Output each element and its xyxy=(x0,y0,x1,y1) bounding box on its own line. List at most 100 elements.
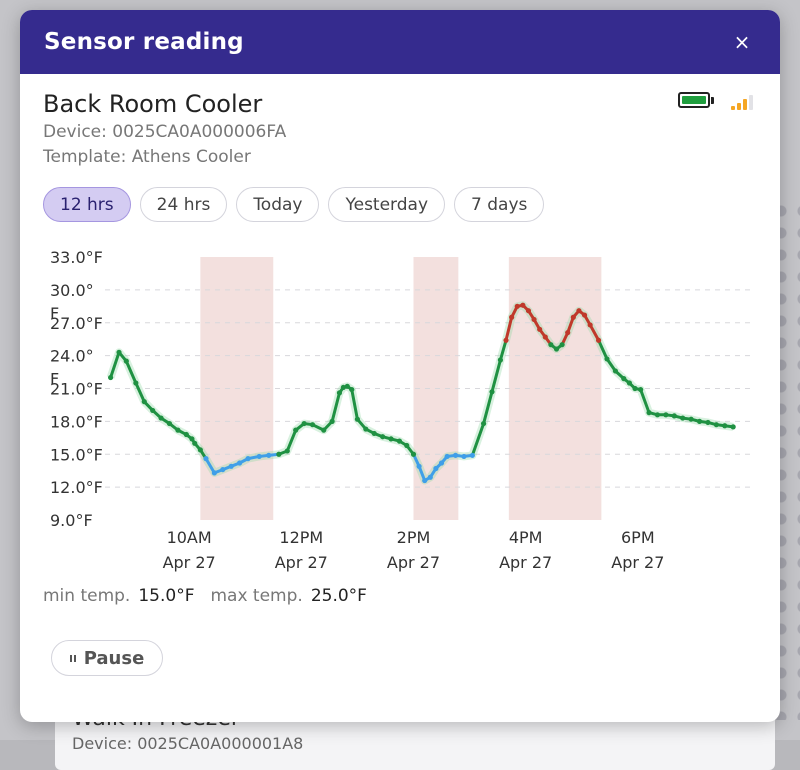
data-point xyxy=(192,440,198,446)
data-point xyxy=(480,420,487,427)
max-temp-label: max temp. xyxy=(210,586,303,606)
data-point xyxy=(284,448,290,454)
tab-12-hrs[interactable]: 12 hrs xyxy=(43,187,131,222)
sensor-reading-modal: Sensor reading × Back Room Cooler Device… xyxy=(20,10,780,722)
data-point xyxy=(189,436,195,442)
tab-7-days[interactable]: 7 days xyxy=(454,187,545,222)
data-point xyxy=(576,308,582,314)
y-tick-label: 30.0° F xyxy=(50,281,94,323)
battery-tip xyxy=(711,97,714,104)
data-point xyxy=(730,424,736,430)
data-point xyxy=(380,434,386,440)
data-point xyxy=(309,422,316,428)
series-segment xyxy=(470,422,486,457)
min-temp-label: min temp. xyxy=(43,586,131,606)
data-point xyxy=(612,368,618,374)
series-segment xyxy=(498,338,508,362)
data-point xyxy=(197,447,203,453)
data-point xyxy=(433,465,439,472)
data-point xyxy=(713,422,719,428)
y-tick-label: 33.0°F xyxy=(50,248,103,267)
data-point xyxy=(211,470,217,476)
data-point xyxy=(166,420,173,427)
y-tick-label: 24.0° F xyxy=(50,347,94,389)
data-point xyxy=(542,334,548,340)
data-point xyxy=(525,308,532,314)
data-point xyxy=(329,418,335,424)
data-point xyxy=(604,356,610,362)
tab-yesterday[interactable]: Yesterday xyxy=(328,187,446,222)
data-point xyxy=(183,431,189,438)
modal-header: Sensor reading × xyxy=(20,10,780,74)
time-range-tabs: 12 hrs 24 hrs Today Yesterday 7 days xyxy=(43,187,545,222)
data-point xyxy=(245,456,251,462)
data-point xyxy=(237,460,243,466)
data-point xyxy=(452,452,459,458)
series-segment xyxy=(490,358,502,394)
data-point xyxy=(570,314,576,320)
data-point xyxy=(444,453,450,460)
background-card-subtitle: Device: 0025CA0A000001A8 xyxy=(72,734,304,753)
series-segment xyxy=(124,359,138,385)
data-point xyxy=(654,412,661,418)
data-point xyxy=(349,386,355,393)
data-point xyxy=(638,386,644,393)
data-point xyxy=(150,407,156,414)
series-segment xyxy=(597,338,609,361)
series-segment xyxy=(504,315,514,342)
data-point xyxy=(514,303,520,309)
data-point xyxy=(363,426,369,432)
series-segment xyxy=(109,350,121,380)
data-point xyxy=(581,312,588,318)
device-template: Template: Athens Cooler xyxy=(43,147,251,167)
y-tick-label: 9.0°F xyxy=(50,511,93,530)
data-point xyxy=(520,302,526,308)
series-segment xyxy=(350,388,359,421)
pause-button[interactable]: Pause xyxy=(51,640,163,676)
data-point xyxy=(228,463,234,469)
data-point xyxy=(388,436,394,442)
max-temp-value: 25.0°F xyxy=(310,586,367,606)
pause-button-label: Pause xyxy=(83,647,145,669)
data-point xyxy=(340,384,346,391)
tab-today[interactable]: Today xyxy=(236,187,320,222)
data-point xyxy=(203,456,209,462)
data-point xyxy=(354,416,360,422)
data-point xyxy=(141,399,147,405)
data-point xyxy=(565,330,571,336)
x-tick-label: 2PM Apr 27 xyxy=(387,528,440,572)
data-point xyxy=(404,442,410,449)
data-point xyxy=(410,451,417,457)
data-point xyxy=(438,460,445,466)
data-point xyxy=(531,316,537,323)
temperature-stats: min temp. 15.0°F max temp. 25.0°F xyxy=(43,586,383,606)
x-tick-label: 6PM Apr 27 xyxy=(611,528,664,572)
data-point xyxy=(537,326,543,332)
data-point xyxy=(293,427,299,433)
y-tick-label: 27.0°F xyxy=(50,314,103,333)
tab-24-hrs[interactable]: 24 hrs xyxy=(139,187,228,222)
data-point xyxy=(621,376,627,382)
data-point xyxy=(422,477,428,484)
data-point xyxy=(646,410,652,416)
data-point xyxy=(469,452,475,458)
x-tick-label: 12PM Apr 27 xyxy=(275,528,328,572)
x-tick-label: 4PM Apr 27 xyxy=(499,528,552,572)
series-segment xyxy=(330,391,341,423)
data-point xyxy=(548,342,554,348)
data-point xyxy=(509,314,515,320)
data-point xyxy=(671,413,677,419)
data-point xyxy=(497,357,504,363)
battery-full-icon xyxy=(678,92,710,108)
series-segment xyxy=(285,428,298,453)
data-point xyxy=(416,463,422,469)
data-point xyxy=(503,337,509,343)
data-point xyxy=(344,383,350,389)
close-icon[interactable]: × xyxy=(733,30,751,54)
data-point xyxy=(220,466,226,473)
data-point xyxy=(396,438,403,444)
data-point xyxy=(336,390,343,396)
data-point xyxy=(680,415,686,421)
device-id: Device: 0025CA0A000006FA xyxy=(43,122,287,142)
data-point xyxy=(276,451,282,457)
